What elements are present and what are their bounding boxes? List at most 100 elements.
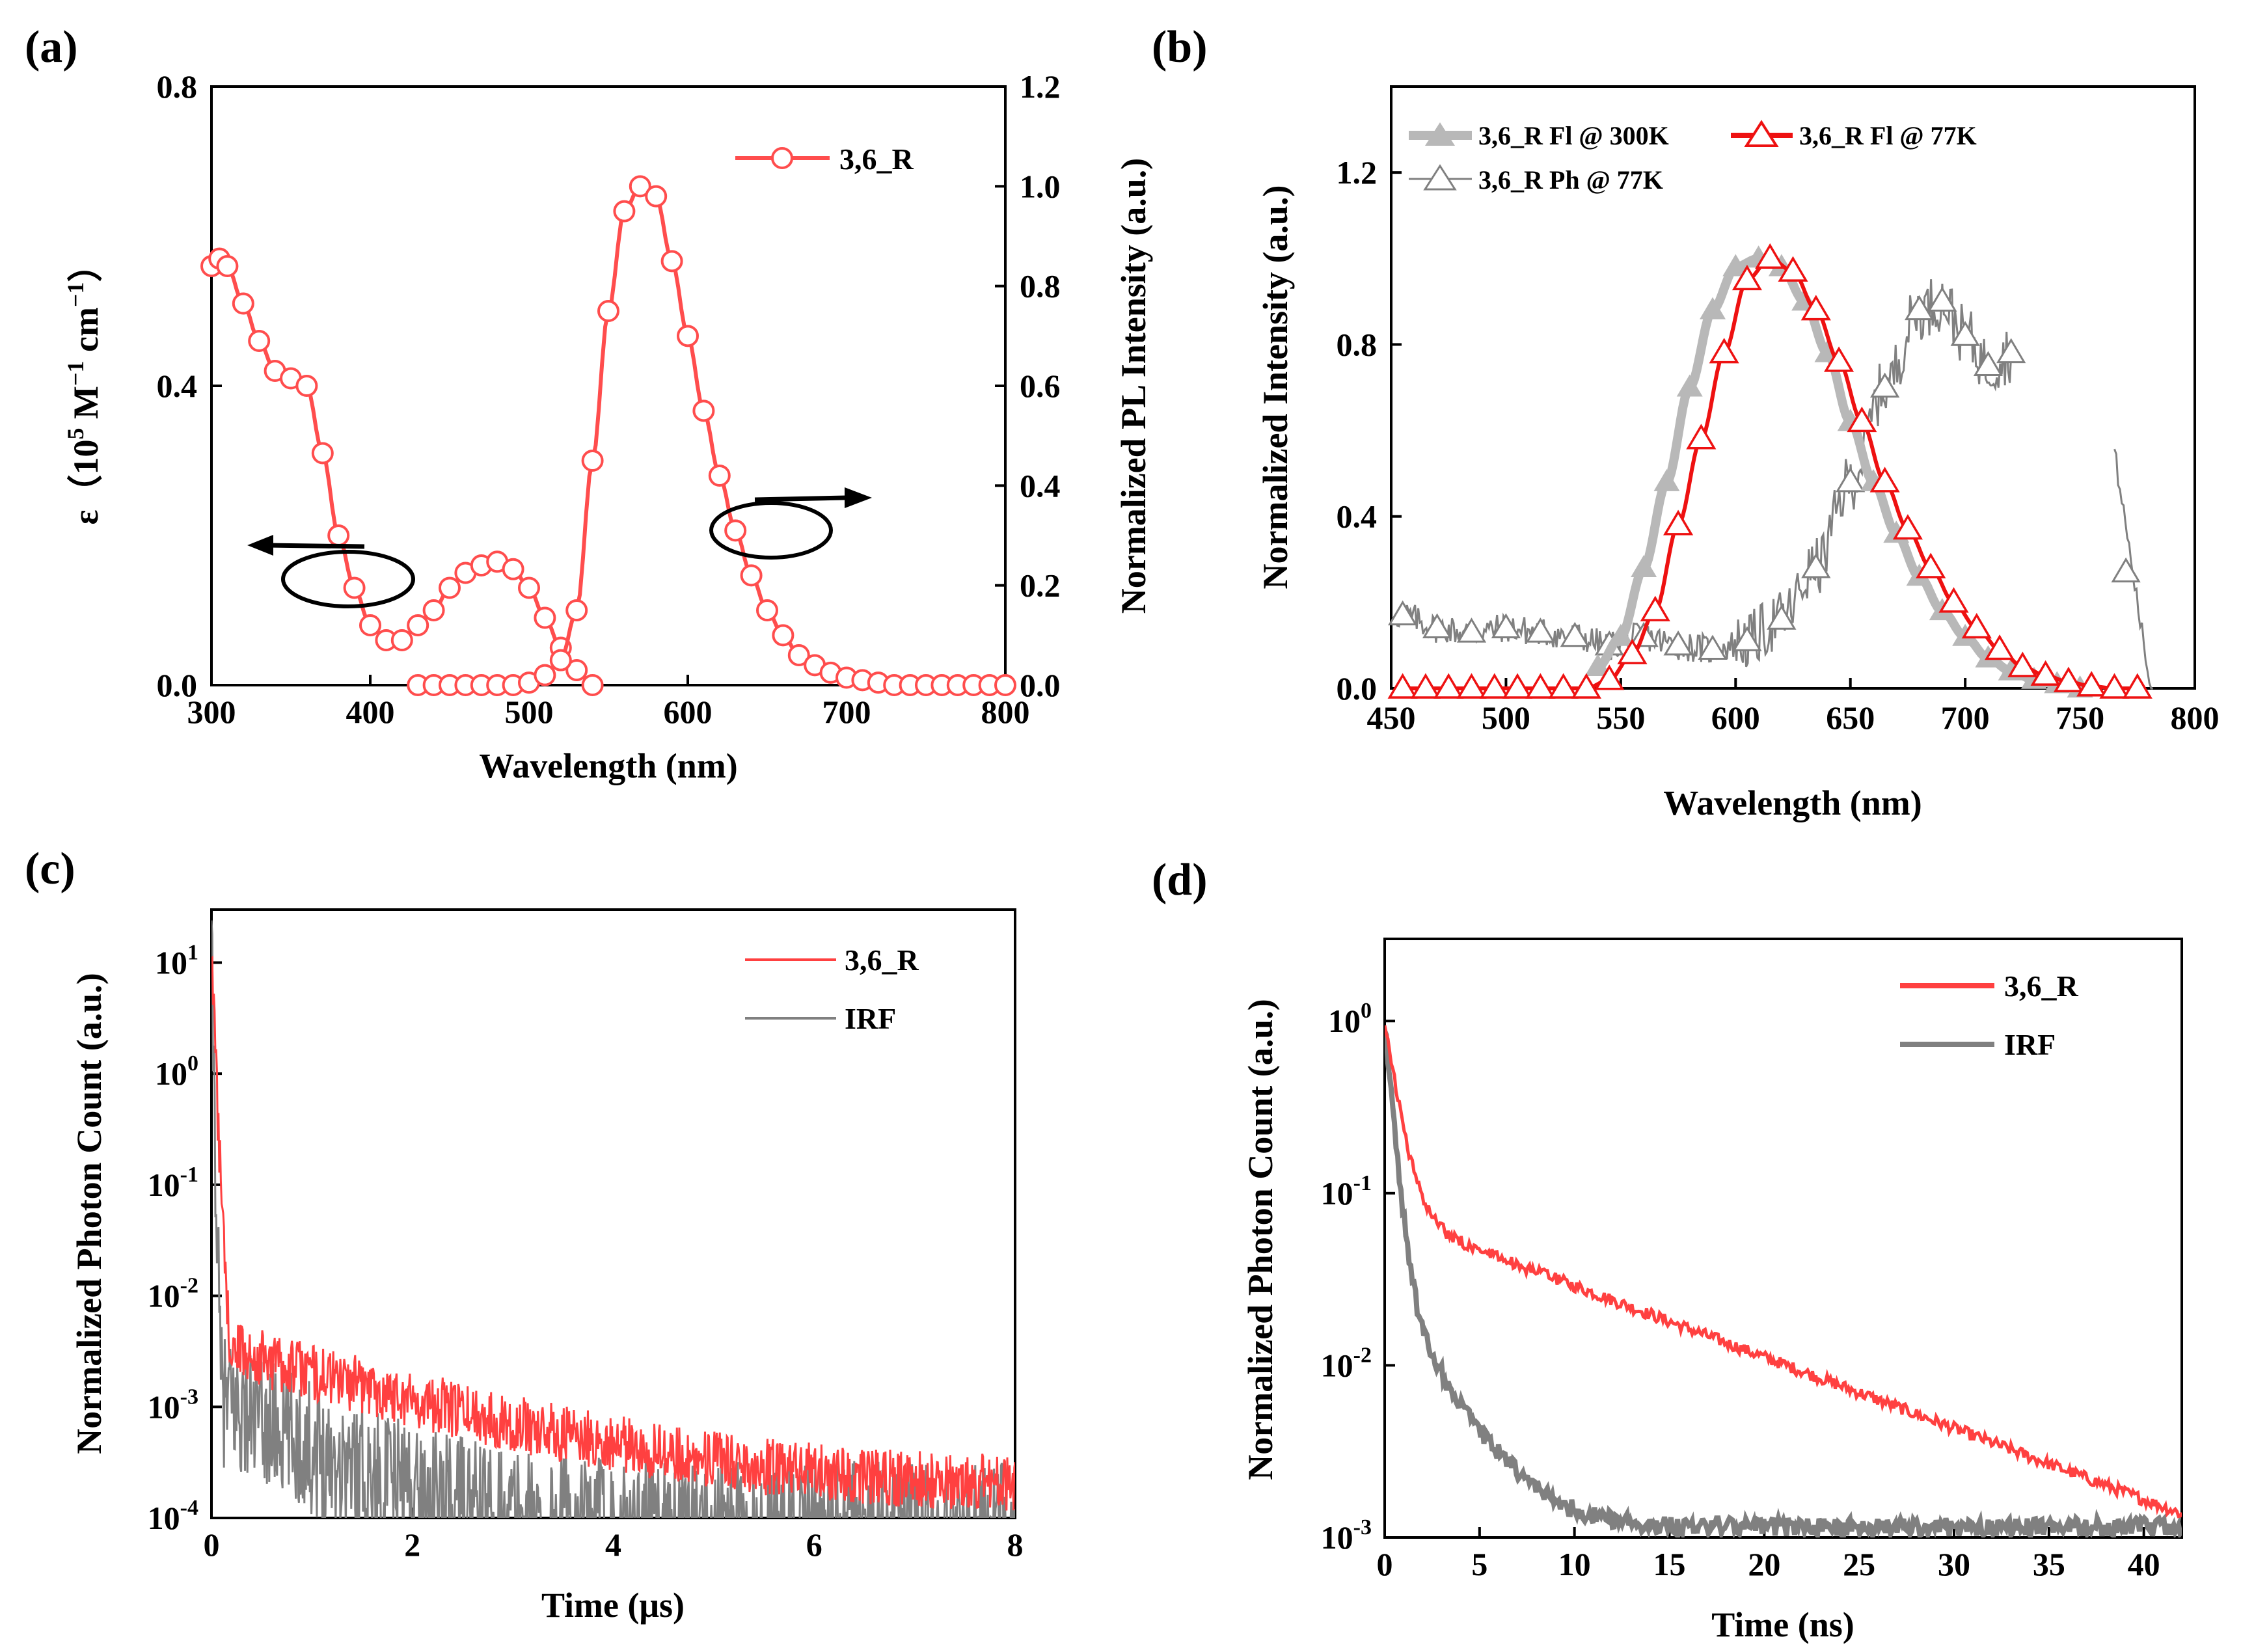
panel-c: (c) 0 2 4 6 8 101 100 10-1 10-2 10-3 10-4 Time (μ… [25, 844, 1024, 1625]
xtick-label: 30 [1938, 1546, 1970, 1582]
xtick-label: 40 [2128, 1546, 2160, 1582]
ytick-label: 0.4 [1337, 498, 1378, 535]
data-point-PL [787, 644, 810, 666]
data-point-PL [534, 664, 556, 686]
panel-c-xlabel: Time (μs) [541, 1586, 685, 1625]
panel-a-arrow-right [709, 487, 872, 560]
data-point-ph-77k [1996, 338, 2026, 364]
data-point-fl-77k [1778, 256, 1808, 282]
legend-label-d-irf: IRF [2004, 1028, 2056, 1061]
arrow-right-head [845, 487, 872, 508]
panel-d-xticks: 0 5 10 15 20 25 30 35 40 [1377, 1527, 2160, 1582]
panel-b-xticks: 450 500 550 600 650 700 750 800 [1367, 678, 2220, 736]
data-point-fl-300k [1722, 254, 1749, 277]
data-point-ph-77k [1491, 613, 1521, 638]
data-point-ph-77k [1456, 617, 1487, 643]
ytick-label: 10-1 [148, 1163, 198, 1203]
panel-c-yticks: 101 100 10-1 10-2 10-3 10-4 [148, 940, 222, 1536]
data-point-fl-77k [2076, 671, 2107, 697]
xtick-label: 450 [1367, 699, 1416, 736]
data-point-ph-77k [1663, 630, 1693, 656]
data-point-fl-77k [1479, 673, 1510, 699]
data-point-fl-77k [1686, 424, 1717, 450]
panel-b-legend: 3,6_R Fl @ 300K 3,6_R Fl @ 77K 3,6_R Ph … [1409, 120, 1977, 195]
panel-a-arrow-left [247, 535, 415, 608]
panel-b: (b) 450 500 550 600 650 700 750 800 0.0 0.4 0.8 1.… [1152, 22, 2220, 822]
xtick-label: 20 [1748, 1546, 1780, 1582]
panel-a-xticks: 300 400 500 600 700 800 [187, 675, 1030, 730]
data-point-PL [549, 649, 572, 671]
data-point-PL [994, 674, 1016, 696]
ytick-label: 10-1 [1321, 1171, 1372, 1212]
panel-d: (d) 0 5 10 15 20 25 30 35 40 100 10-1 10-2 10-3 Tim… [1152, 855, 2183, 1644]
legend-marker-ph-77k [1423, 164, 1457, 191]
data-point-PL [692, 399, 715, 422]
data-point-ph-77k [1698, 634, 1728, 660]
panel-b-series [1387, 243, 2153, 699]
ytick-label-left: 0.0 [157, 667, 198, 703]
panel-c-legend: 3,6_R IRF [745, 943, 919, 1035]
data-point-fl-77k [1847, 406, 1877, 433]
data-point-absorption [232, 292, 254, 315]
ytick-label: 0.0 [1337, 670, 1378, 707]
panel-a-legend: 3,6_R [735, 142, 914, 176]
data-point-fl-77k [1892, 514, 1923, 540]
ytick-label-left: 0.8 [157, 68, 198, 105]
panel-d-xlabel: Time (ns) [1711, 1605, 1854, 1644]
data-point-fl-300k [1607, 623, 1634, 646]
arrow-left-head [247, 535, 273, 556]
data-point-PL [756, 599, 778, 621]
data-point-fl-77k [1640, 595, 1670, 621]
panel-c-frame [210, 908, 1016, 1519]
xtick-label: 650 [1826, 699, 1875, 736]
data-point-fl-77k [1617, 638, 1648, 664]
panel-b-yticks: 0.0 0.4 0.8 1.2 [1337, 154, 1402, 707]
xtick-label: 500 [1482, 699, 1530, 736]
ytick-label-right: 0.4 [1020, 467, 1061, 504]
series-line-IRF [211, 920, 1015, 1518]
data-point-ph-77k [1870, 372, 1900, 398]
data-point-PL [581, 450, 604, 472]
ytick-label: 10-4 [148, 1496, 198, 1536]
legend-label-c-3-6-r: 3,6_R [845, 943, 919, 977]
data-point-absorption [502, 558, 524, 580]
ytick-label-left: 0.4 [157, 368, 198, 404]
panel-d-yticks: 100 10-1 10-2 10-3 [1321, 999, 1395, 1556]
ytick-label-right: 0.2 [1020, 567, 1061, 604]
data-point-fl-77k [1985, 634, 2015, 660]
legend-marker-3-6-r [771, 147, 793, 169]
panel-c-xticks: 0 2 4 6 8 [204, 1508, 1024, 1563]
xtick-label: 800 [2171, 699, 2220, 736]
data-point-absorption [390, 629, 413, 651]
ytick-label: 10-2 [1321, 1343, 1372, 1383]
series-line-PL [418, 183, 1005, 687]
panel-d-series [1385, 1025, 2182, 1537]
xtick-label: 25 [1843, 1546, 1875, 1582]
xtick-label: 600 [1711, 699, 1760, 736]
data-point-PL [565, 599, 588, 621]
data-point-PL [613, 200, 636, 223]
xtick-label: 300 [187, 694, 236, 730]
ytick-label: 100 [155, 1051, 198, 1092]
panel-d-label: (d) [1152, 855, 1208, 905]
data-point-absorption [359, 614, 381, 636]
ytick-label: 101 [155, 940, 198, 981]
xtick-label: 8 [1007, 1526, 1024, 1563]
xtick-label: 600 [664, 694, 713, 730]
data-point-PL [597, 300, 619, 322]
panel-c-series [211, 920, 1015, 1518]
data-point-fl-77k [1433, 673, 1464, 699]
data-point-fl-77k [1755, 243, 1786, 269]
data-point-absorption [581, 674, 604, 696]
data-point-absorption [565, 659, 588, 681]
data-point-absorption [295, 375, 318, 397]
data-point-fl-300k [1653, 468, 1680, 491]
panel-a-xlabel: Wavelength (nm) [479, 746, 738, 785]
panel-a-yticks-right: 0.0 0.2 0.4 0.6 0.8 1.0 1.2 [995, 68, 1061, 703]
xtick-label: 800 [981, 694, 1030, 730]
ytick-label-right: 0.6 [1020, 368, 1061, 404]
panel-a-frame [210, 85, 1007, 686]
data-point-absorption [534, 606, 556, 629]
xtick-label: 750 [2056, 699, 2104, 736]
data-point-ph-77k [1927, 286, 1957, 312]
